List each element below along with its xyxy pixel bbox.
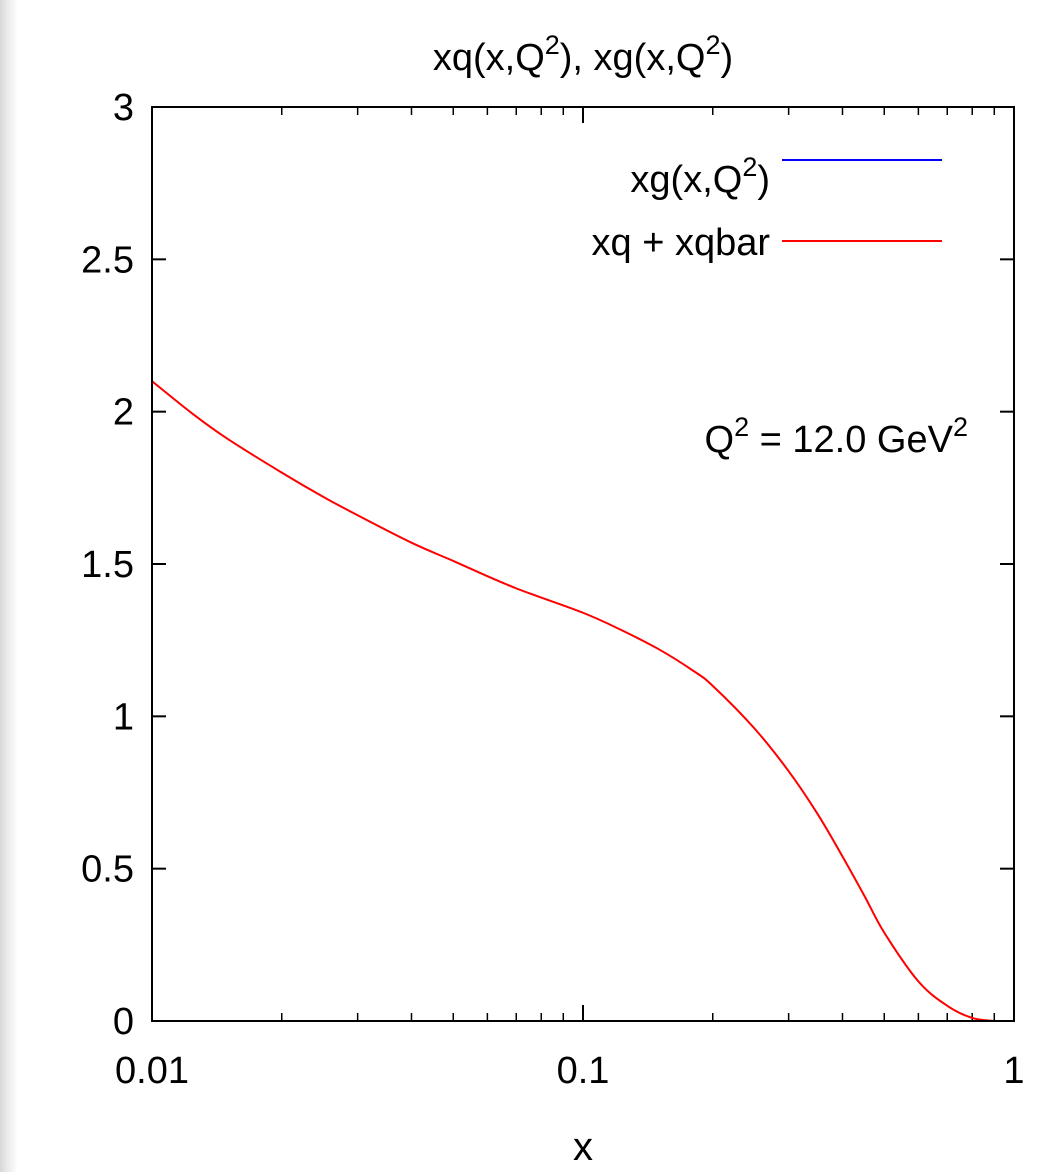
y-tick-label: 2.5 xyxy=(81,239,134,281)
plot-frame xyxy=(151,106,1015,1022)
y-tick-label: 1 xyxy=(113,696,134,738)
x-tick-label: 0.01 xyxy=(115,1050,189,1092)
y-tick-label: 3 xyxy=(113,87,134,129)
chart-title-part-a: xq(x,Q xyxy=(433,37,545,79)
plot-series xyxy=(151,380,995,1022)
y-tick-label: 2 xyxy=(113,392,134,434)
chart-title-sup-1: 2 xyxy=(545,30,560,60)
legend: xg(x,Q2) xq + xqbar xyxy=(592,152,942,264)
chart-title-part-c: ) xyxy=(721,37,734,79)
chart-title-sup-2: 2 xyxy=(705,30,720,60)
y-tick-label: 0 xyxy=(113,1001,134,1043)
legend-label-xg: xg(x,Q2) xyxy=(630,152,770,201)
legend-label-xq: xq + xqbar xyxy=(592,222,771,264)
y-tick-label: 1.5 xyxy=(81,544,134,586)
y-tick-label: 0.5 xyxy=(81,849,134,891)
axis-ticks: 0 0.5 1 1.5 2 2.5 3 0.01 0.1 1 xyxy=(81,87,1024,1092)
q2-annotation: Q2 = 12.0 GeV2 xyxy=(705,412,969,461)
x-axis-label: x xyxy=(573,1125,593,1169)
x-tick-label: 1 xyxy=(1003,1050,1024,1092)
chart-title-part-b: ), xg(x,Q xyxy=(560,37,706,79)
series-line xyxy=(151,380,995,1022)
chart-title: xq(x,Q2), xg(x,Q2) xyxy=(433,30,733,79)
x-tick-label: 0.1 xyxy=(557,1050,610,1092)
